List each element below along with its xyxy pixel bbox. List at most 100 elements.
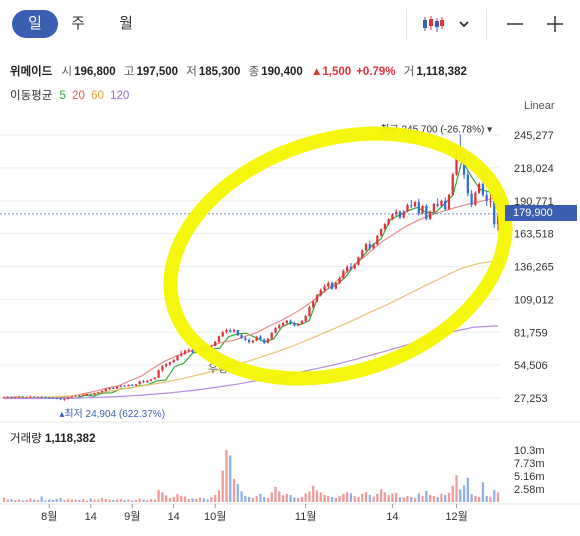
volume-bar <box>289 494 292 502</box>
close-value: 190,400 <box>261 66 303 78</box>
candle <box>74 395 77 398</box>
candle-body <box>123 385 126 387</box>
candle <box>413 200 417 208</box>
candle-body <box>451 174 454 195</box>
candle <box>221 330 224 338</box>
candle-body <box>474 192 477 205</box>
candle <box>25 396 28 399</box>
tab-monthly[interactable]: 월 <box>119 15 133 32</box>
tab-weekly[interactable]: 주 <box>71 15 85 32</box>
moving-average-legend[interactable]: 이동평균 5 20 60 120 <box>10 87 129 103</box>
candle-body <box>10 396 13 398</box>
candle-body <box>85 394 89 396</box>
candle <box>432 202 436 213</box>
volume-bar <box>428 494 432 502</box>
candle-body <box>421 206 424 214</box>
ma-120: 120 <box>110 90 130 102</box>
volume-bar <box>25 499 28 502</box>
volume-bar <box>210 496 213 502</box>
low-label: 저 <box>186 66 197 78</box>
volume-bar <box>14 499 17 502</box>
volume-bar <box>349 493 353 502</box>
candle-body <box>33 396 36 398</box>
candle <box>395 209 398 217</box>
candle <box>285 319 288 325</box>
volume-bar <box>270 492 273 502</box>
volume-bar <box>334 497 337 502</box>
tab-daily[interactable]: 일 <box>12 10 58 38</box>
candle-body <box>391 214 394 220</box>
low-annotation: ▴최저 24,904 (622.37%) <box>59 408 165 420</box>
volume-bar <box>263 496 266 502</box>
candle-body <box>259 336 262 340</box>
volume-bar <box>123 499 126 502</box>
volume-bar <box>293 497 296 502</box>
volume-bar <box>153 499 156 502</box>
candle <box>55 397 58 400</box>
volume-bar <box>165 495 168 502</box>
candle-body <box>176 355 179 361</box>
candle <box>2 396 6 399</box>
stock-info: 위메이드 시 196,800 고 197,500 저 185,300 종 190,400… <box>10 63 472 79</box>
candle-body <box>368 244 371 249</box>
candle-body <box>112 387 115 389</box>
plus-icon[interactable] <box>540 8 570 40</box>
candle-body <box>330 282 334 289</box>
volume-bar <box>127 499 130 502</box>
volume-bar <box>247 496 251 502</box>
volume-total: 1,118,382 <box>44 433 96 445</box>
candle <box>266 337 270 344</box>
volume-bar <box>444 494 447 502</box>
volume-bar <box>104 498 107 502</box>
candle <box>232 328 236 333</box>
candle <box>466 169 469 197</box>
candle <box>217 335 221 343</box>
volume-bar <box>455 475 458 502</box>
candle-body <box>266 338 270 343</box>
candle <box>100 390 104 393</box>
candle-body <box>308 307 311 317</box>
volume-bar <box>251 497 255 502</box>
volume-bar <box>232 478 236 502</box>
scale-selector[interactable]: Linear <box>524 100 555 112</box>
candle-body <box>406 205 409 212</box>
candle-body <box>127 384 130 387</box>
volume-bar <box>323 494 326 502</box>
close-label: 종 <box>248 66 260 78</box>
candlestick-icon[interactable] <box>418 8 448 40</box>
minus-icon[interactable] <box>500 8 530 40</box>
candle-body <box>138 381 141 385</box>
volume-bar <box>21 500 24 502</box>
volume-bar <box>489 496 492 502</box>
candle <box>191 349 194 354</box>
volume-bar <box>255 495 258 502</box>
volume-bar <box>496 492 500 502</box>
candle-body <box>436 203 439 206</box>
candle <box>153 377 156 380</box>
candle-body <box>300 321 304 324</box>
volume-bar <box>112 499 115 502</box>
candle-body <box>349 267 353 269</box>
candle-body <box>398 211 402 218</box>
candle-body <box>6 396 9 398</box>
candle-body <box>432 203 436 212</box>
volume-bar <box>214 494 217 502</box>
candle-body <box>108 387 111 389</box>
x-tick-label: 14 <box>386 511 398 523</box>
volume-bar <box>387 494 390 502</box>
volume-bar <box>342 493 345 502</box>
candle-body <box>134 384 138 386</box>
volume-bar <box>2 497 6 502</box>
highlight-ellipse <box>163 126 513 386</box>
candle <box>176 354 179 361</box>
toolbar-divider <box>486 10 487 40</box>
volume-bar <box>97 499 100 502</box>
chevron-down-icon[interactable] <box>454 8 474 40</box>
volume-bar <box>266 497 270 502</box>
volume-bar <box>161 492 164 502</box>
candle <box>229 328 232 333</box>
volume-bar <box>225 450 228 502</box>
candle <box>308 305 311 317</box>
candle <box>376 234 379 246</box>
